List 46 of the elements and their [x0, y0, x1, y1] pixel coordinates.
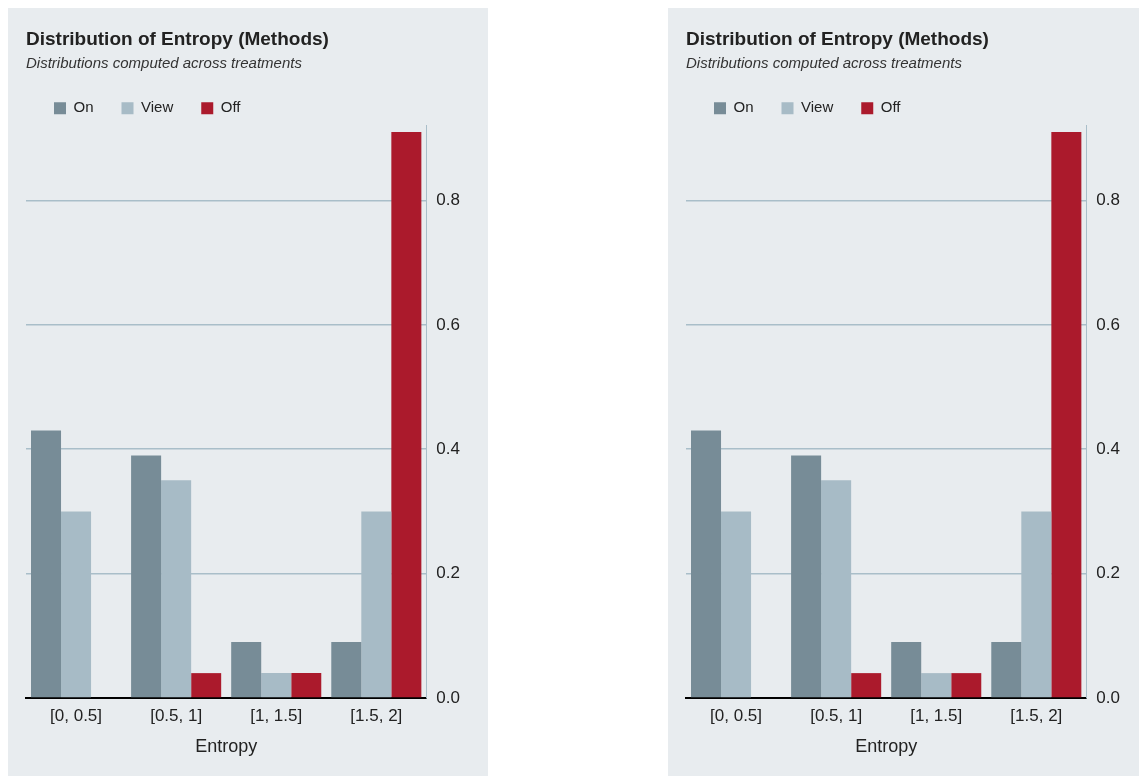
y-tick-label: 0.6 [1096, 314, 1121, 334]
y-tick-label: 0.2 [1096, 563, 1121, 583]
x-tick-label: [0.5, 1] [810, 705, 863, 725]
legend-label: On [733, 98, 754, 116]
x-tick-label: [0.5, 1] [150, 705, 203, 725]
chart-title: Distribution of Entropy (Methods) [26, 27, 329, 49]
y-tick-label: 0.8 [436, 190, 461, 210]
legend-label: Off [220, 98, 242, 116]
bar [191, 673, 222, 698]
y-tick-label: 0.4 [436, 438, 461, 458]
y-tick-label: 0.0 [1096, 687, 1121, 707]
bar [391, 132, 422, 698]
chart-subtitle: Distributions computed across treatments [26, 53, 303, 71]
chart-title: Distribution of Entropy (Methods) [686, 27, 989, 49]
x-tick-label: [1.5, 2] [1010, 705, 1063, 725]
x-tick-label: [1, 1.5] [250, 705, 303, 725]
legend-label: View [141, 98, 174, 116]
x-axis-title: Entropy [195, 736, 258, 757]
x-tick-label: [1.5, 2] [350, 705, 403, 725]
y-tick-label: 0.2 [436, 563, 461, 583]
legend-label: On [73, 98, 94, 116]
bar [231, 642, 262, 698]
x-axis-title: Entropy [855, 736, 918, 757]
bar [131, 455, 162, 698]
bar [331, 642, 362, 698]
bar [291, 673, 322, 698]
bar [31, 430, 62, 698]
bar [921, 673, 952, 698]
y-tick-label: 0.4 [1096, 438, 1121, 458]
bar [851, 673, 882, 698]
bar [791, 455, 822, 698]
y-tick-label: 0.0 [436, 687, 461, 707]
bar [1051, 132, 1082, 698]
bar [991, 642, 1022, 698]
chart-subtitle: Distributions computed across treatments [686, 53, 963, 71]
x-tick-label: [0, 0.5] [50, 705, 103, 725]
bar [261, 673, 292, 698]
legend-label: Off [880, 98, 902, 116]
bar [951, 673, 982, 698]
x-tick-label: [0, 0.5] [710, 705, 763, 725]
bar [891, 642, 922, 698]
legend-label: View [801, 98, 834, 116]
y-tick-label: 0.6 [436, 314, 461, 334]
x-tick-label: [1, 1.5] [910, 705, 963, 725]
y-tick-label: 0.8 [1096, 190, 1121, 210]
bar [691, 430, 722, 698]
